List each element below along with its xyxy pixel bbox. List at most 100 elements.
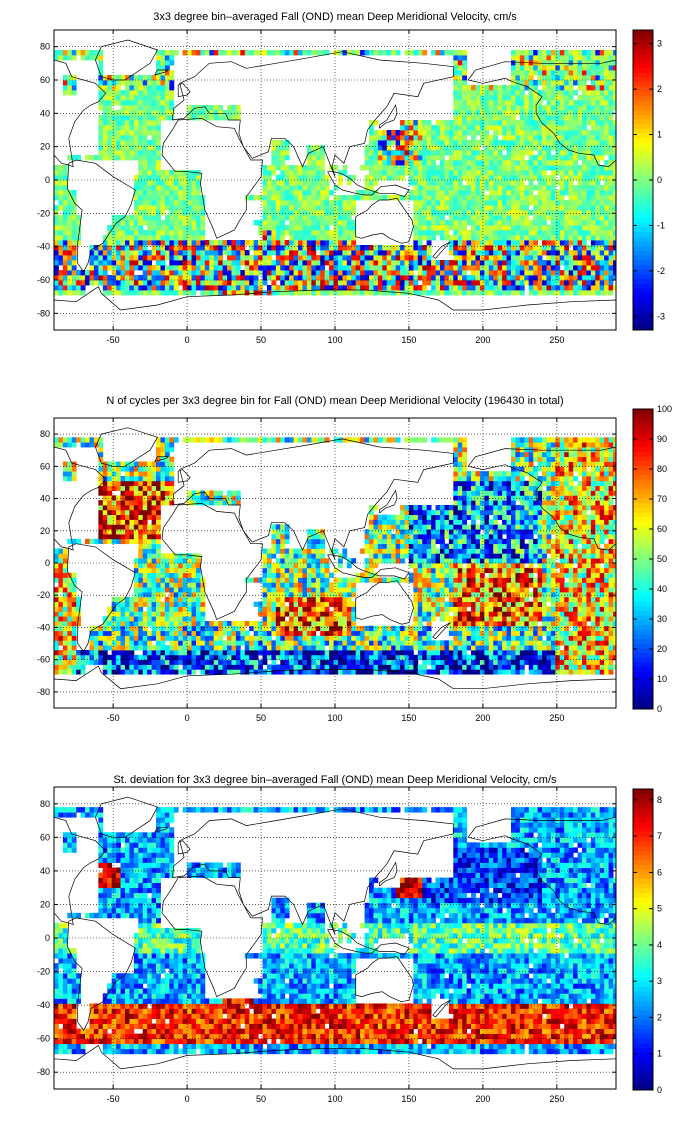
- heatmap-cell: [550, 180, 556, 186]
- heatmap-cell: [462, 230, 468, 236]
- heatmap-cell: [67, 275, 73, 281]
- heatmap-cell: [555, 245, 561, 251]
- heatmap-cell: [324, 225, 330, 231]
- heatmap-cell: [98, 630, 104, 636]
- heatmap-cell: [124, 538, 130, 545]
- heatmap-cell: [124, 669, 130, 675]
- heatmap-cell: [550, 235, 556, 241]
- heatmap-cell: [151, 150, 157, 156]
- heatmap-cell: [577, 255, 583, 261]
- heatmap-cell: [364, 265, 370, 271]
- heatmap-cell: [120, 664, 126, 670]
- heatmap-cell: [519, 225, 525, 231]
- heatmap-cell: [426, 185, 432, 191]
- heatmap-cell: [173, 180, 179, 186]
- heatmap-cell: [258, 240, 263, 246]
- heatmap-cell: [138, 115, 144, 121]
- heatmap-cell: [497, 185, 503, 191]
- heatmap-cell: [160, 461, 166, 467]
- heatmap-cell: [550, 85, 556, 91]
- heatmap-cell: [120, 285, 126, 291]
- heatmap-cell: [182, 195, 188, 201]
- heatmap-cell: [266, 290, 272, 296]
- heatmap-cell: [302, 275, 308, 281]
- heatmap-cell: [555, 145, 561, 151]
- heatmap-cell: [448, 135, 454, 141]
- heatmap-cell: [448, 185, 454, 191]
- heatmap-cell: [302, 225, 308, 231]
- heatmap-cell: [227, 255, 232, 261]
- heatmap-cell: [519, 100, 525, 106]
- heatmap-cell: [586, 190, 592, 196]
- heatmap-cell: [577, 130, 583, 136]
- heatmap-cell: [204, 285, 210, 291]
- heatmap-cell: [581, 250, 587, 256]
- heatmap-cell: [76, 270, 82, 276]
- y-tick-label: -40: [37, 242, 50, 252]
- heatmap-cell: [377, 175, 383, 181]
- heatmap-cell: [280, 285, 286, 291]
- heatmap-cell: [156, 135, 161, 141]
- heatmap-cell: [550, 195, 556, 201]
- colorbar-segment: [633, 259, 653, 265]
- heatmap-cell: [613, 220, 616, 226]
- heatmap-cell: [58, 572, 64, 578]
- heatmap-cell: [515, 160, 521, 166]
- heatmap-cell: [510, 155, 516, 161]
- heatmap-cell: [555, 140, 561, 146]
- heatmap-cell: [382, 130, 388, 136]
- heatmap-cell: [524, 200, 530, 206]
- heatmap-cell: [573, 75, 578, 81]
- heatmap-cell: [435, 275, 441, 281]
- heatmap-cell: [133, 558, 139, 564]
- heatmap-cell: [320, 265, 326, 271]
- heatmap-cell: [484, 85, 490, 91]
- heatmap-cell: [613, 60, 616, 66]
- heatmap-cell: [595, 260, 601, 266]
- heatmap-cell: [98, 90, 104, 96]
- heatmap-cell: [502, 210, 507, 216]
- heatmap-cell: [604, 210, 610, 216]
- heatmap-cell: [457, 75, 463, 81]
- heatmap-cell: [231, 290, 237, 296]
- heatmap-cell: [320, 240, 326, 246]
- heatmap-cell: [151, 115, 157, 121]
- heatmap-cell: [231, 270, 237, 276]
- heatmap-cell: [102, 630, 108, 636]
- heatmap-cell: [550, 260, 556, 266]
- heatmap-cell: [550, 145, 556, 151]
- heatmap-cell: [142, 664, 148, 670]
- heatmap-cell: [164, 195, 170, 201]
- heatmap-cell: [62, 650, 68, 656]
- heatmap-cell: [355, 275, 361, 281]
- heatmap-cell: [444, 150, 450, 156]
- heatmap-cell: [129, 514, 135, 520]
- heatmap-cell: [373, 260, 379, 266]
- heatmap-cell: [231, 240, 237, 246]
- heatmap-cell: [253, 220, 259, 226]
- heatmap-cell: [346, 280, 352, 286]
- heatmap-cell: [58, 215, 64, 221]
- heatmap-cell: [400, 155, 405, 161]
- heatmap-cell: [120, 596, 126, 603]
- heatmap-cell: [187, 105, 192, 111]
- heatmap-cell: [515, 255, 521, 261]
- heatmap-cell: [298, 190, 303, 196]
- heatmap-cell: [284, 170, 290, 176]
- heatmap-cell: [462, 150, 468, 156]
- heatmap-cell: [280, 180, 286, 186]
- heatmap-cell: [315, 170, 321, 176]
- heatmap-cell: [555, 270, 561, 276]
- heatmap-cell: [573, 110, 578, 116]
- heatmap-cell: [156, 567, 161, 574]
- heatmap-cell: [124, 280, 130, 286]
- heatmap-cell: [98, 654, 104, 661]
- heatmap-cell: [528, 230, 534, 236]
- heatmap-cell: [573, 290, 578, 296]
- heatmap-cell: [244, 270, 250, 276]
- heatmap-cell: [479, 245, 485, 251]
- heatmap-cell: [102, 240, 108, 246]
- heatmap-cell: [258, 250, 263, 256]
- heatmap-cell: [102, 480, 108, 487]
- heatmap-cell: [71, 50, 77, 56]
